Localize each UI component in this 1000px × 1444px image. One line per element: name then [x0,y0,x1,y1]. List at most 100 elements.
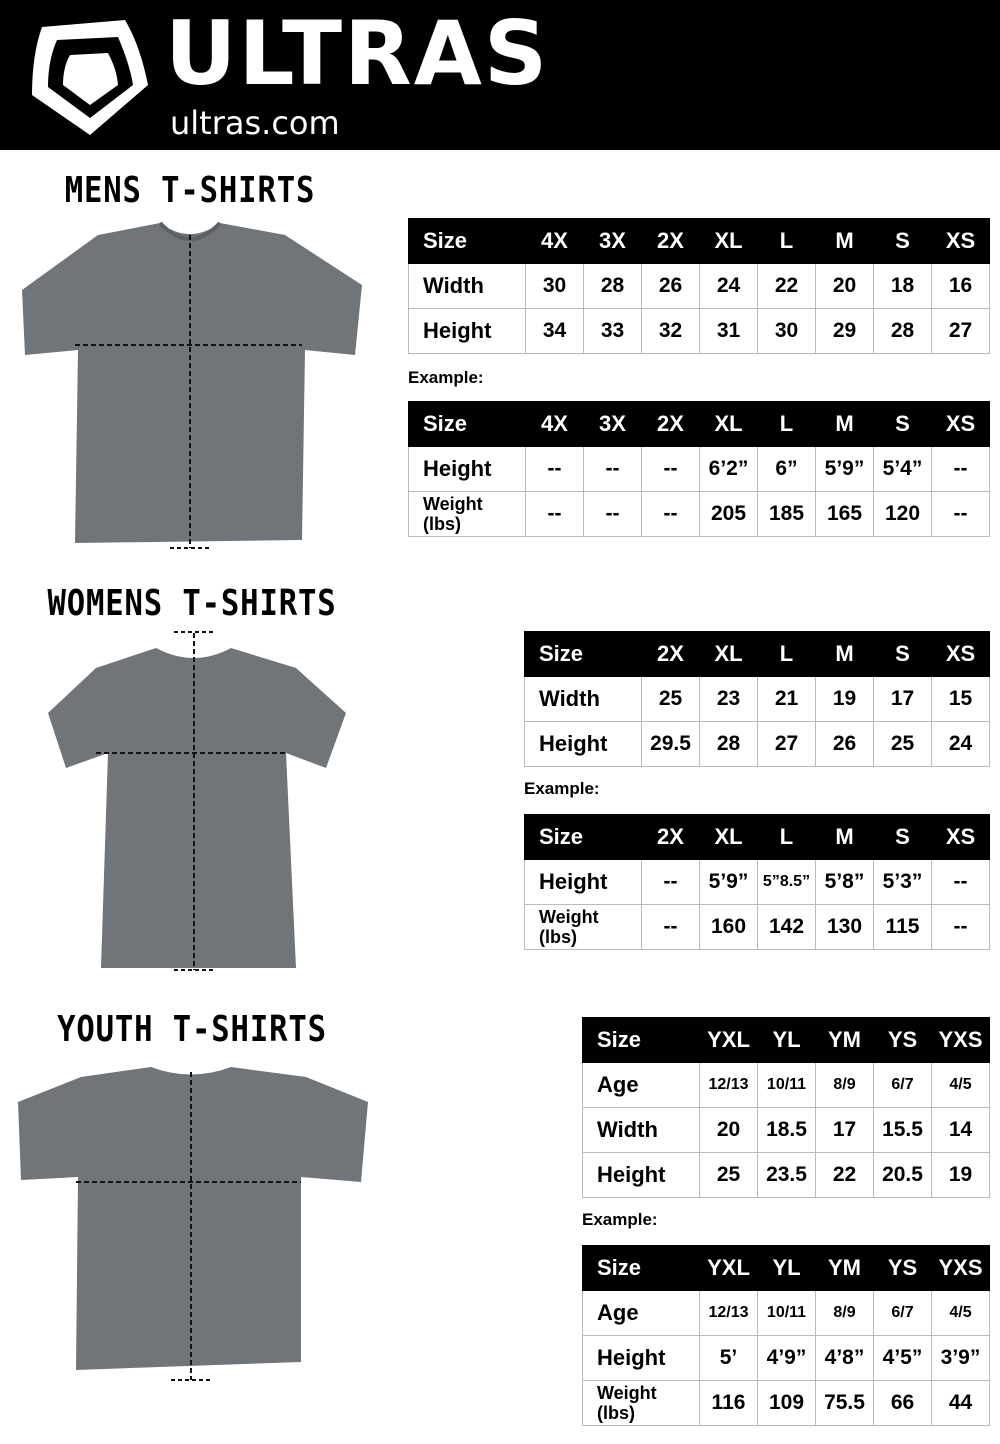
size-cell: 165 [815,491,874,537]
size-cell: 44 [931,1380,990,1426]
brand-site: ultras.com [170,104,340,142]
size-cell: 34 [525,308,584,354]
size-cell: 2X [641,631,700,677]
size-cell: -- [525,446,584,492]
size-cell: 18 [873,263,932,309]
size-cell: 4/5 [931,1290,990,1336]
size-cell: 22 [757,263,816,309]
table-header-row: Size 4X 3X 2X XL L M S XS [408,401,990,447]
womens-example-label: Example: [524,779,600,798]
size-cell: 30 [757,308,816,354]
size-cell: S [873,218,932,264]
row-label: Weight (lbs) [408,491,526,537]
table-header-row: Size 2X XL L M S XS [524,631,990,677]
size-cell: 23.5 [757,1152,816,1198]
size-cell: 16 [931,263,990,309]
brand-header: ULTRAS ultras.com [0,0,1000,150]
size-cell: 28 [583,263,642,309]
row-label: Size [524,814,642,860]
youth-example-label: Example: [582,1210,658,1229]
size-cell: 5’9” [815,446,874,492]
size-cell: 5’9” [699,859,758,905]
size-cell: L [757,814,816,860]
size-cell: M [815,814,874,860]
size-cell: S [873,631,932,677]
size-cell: 116 [699,1380,758,1426]
size-cell: YXL [699,1017,758,1063]
size-cell: M [815,401,874,447]
size-cell: XS [931,631,990,677]
shield-logo-icon [32,20,148,135]
size-cell: 27 [931,308,990,354]
table-row: Height 34 33 32 31 30 29 28 27 [408,308,990,354]
row-label: Height [582,1152,700,1198]
size-cell: -- [525,491,584,537]
size-cell: 4’5” [873,1335,932,1381]
size-cell: 6” [757,446,816,492]
size-cell: 2X [641,401,700,447]
size-cell: -- [641,904,700,950]
size-cell: YS [873,1017,932,1063]
row-label: Height [408,446,526,492]
size-cell: L [757,401,816,447]
size-cell: 19 [931,1152,990,1198]
table-row: Width 20 18.5 17 15.5 14 [582,1107,990,1153]
size-cell: 15 [931,676,990,722]
size-cell: S [873,401,932,447]
size-cell: YL [757,1017,816,1063]
womens-title: WOMENS T-SHIRTS [47,583,337,624]
table-row: Height -- 5’9” 5”8.5” 5’8” 5’3” -- [524,859,990,905]
size-cell: -- [641,491,700,537]
size-cell: 22 [815,1152,874,1198]
size-cell: -- [641,446,700,492]
size-cell: 17 [815,1107,874,1153]
size-cell: 3X [583,401,642,447]
table-row: Weight (lbs) -- -- -- 205 185 165 120 -- [408,491,990,537]
mens-example-table: Size 4X 3X 2X XL L M S XS Height -- -- -- 6’2” 6” 5’9” 5… [408,401,990,537]
size-cell: 15.5 [873,1107,932,1153]
size-cell: 66 [873,1380,932,1426]
table-header-row: Size 4X 3X 2X XL L M S XS [408,218,990,264]
size-cell: -- [931,859,990,905]
youth-title: YOUTH T-SHIRTS [57,1009,327,1050]
size-cell: 75.5 [815,1380,874,1426]
size-cell: 31 [699,308,758,354]
size-cell: 4/5 [931,1062,990,1108]
size-cell: 5”8.5” [757,859,816,905]
size-cell: 28 [873,308,932,354]
size-cell: 4’8” [815,1335,874,1381]
size-cell: YL [757,1245,816,1291]
size-cell: 25 [699,1152,758,1198]
size-cell: S [873,814,932,860]
size-cell: -- [931,491,990,537]
mens-title: MENS T-SHIRTS [64,170,316,211]
mens-shirt-image [22,221,362,549]
size-cell: 33 [583,308,642,354]
size-cell: 20 [815,263,874,309]
row-label: Size [582,1245,700,1291]
size-cell: 6/7 [873,1290,932,1336]
size-cell: YXL [699,1245,758,1291]
size-cell: 5’8” [815,859,874,905]
size-cell: 23 [699,676,758,722]
row-label: Height [524,721,642,767]
size-cell: 2X [641,814,700,860]
size-cell: 115 [873,904,932,950]
size-cell: 185 [757,491,816,537]
size-cell: 29 [815,308,874,354]
size-cell: 5’4” [873,446,932,492]
size-cell: 8/9 [815,1062,874,1108]
table-row: Age 12/13 10/11 8/9 6/7 4/5 [582,1062,990,1108]
youth-example-table: Size YXL YL YM YS YXS Age 12/13 10/11 8/9 6/7 4/5 He… [582,1245,990,1426]
size-cell: 26 [815,721,874,767]
size-cell: -- [641,859,700,905]
size-cell: XL [699,631,758,677]
size-cell: 20 [699,1107,758,1153]
table-row: Weight (lbs) -- 160 142 130 115 -- [524,904,990,950]
table-header-row: Size 2X XL L M S XS [524,814,990,860]
size-cell: 142 [757,904,816,950]
row-label: Width [408,263,526,309]
row-label: Size [408,218,526,264]
row-label: Weight (lbs) [582,1380,700,1426]
size-cell: 4X [525,218,584,264]
